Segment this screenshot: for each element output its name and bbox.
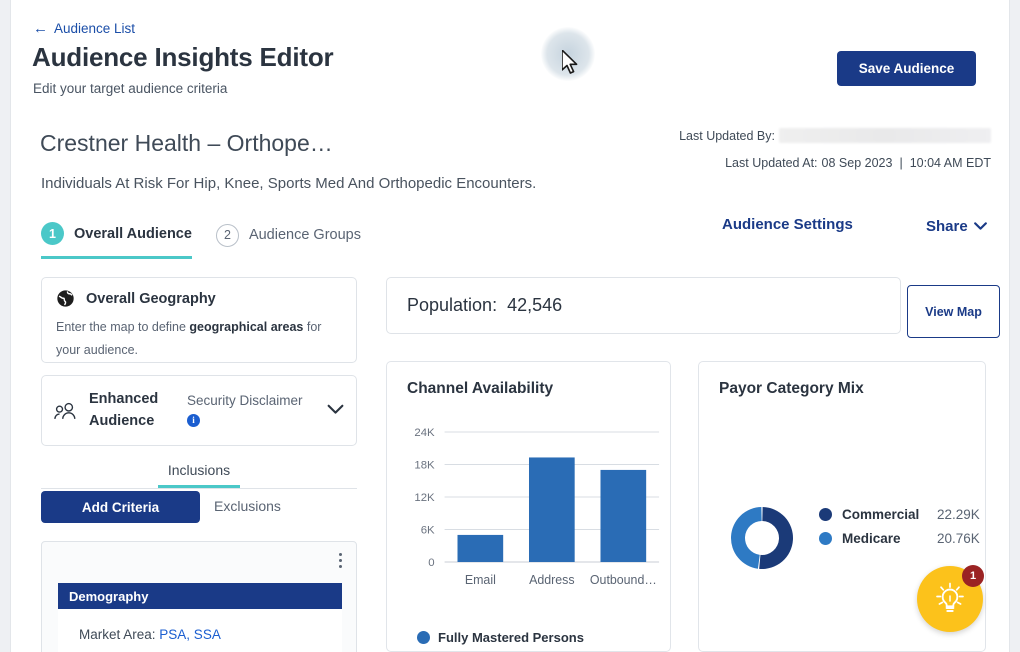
help-badge-count: 1	[962, 565, 984, 587]
payor-category-mix-title: Payor Category Mix	[719, 380, 864, 397]
x-axis-label: Email	[465, 573, 496, 587]
criteria-row-value[interactable]: PSA, SSA	[159, 627, 221, 642]
share-label: Share	[926, 218, 968, 235]
info-icon[interactable]: i	[187, 414, 200, 428]
last-updated-by-value-redacted	[779, 128, 991, 143]
overall-geography-title: Overall Geography	[86, 290, 216, 307]
enhanced-audience-card[interactable]: Enhanced Audience Security Disclaimer i	[41, 375, 357, 446]
y-axis-tick: 12K	[414, 492, 435, 504]
chevron-down-icon	[973, 222, 987, 230]
breadcrumb-audience-list[interactable]: ← Audience List	[33, 21, 135, 36]
criteria-card-header: Demography	[58, 583, 342, 609]
last-updated-at-label: Last Updated At:	[725, 155, 818, 170]
app-window: ← Audience List Audience Insights Editor…	[10, 0, 1010, 652]
legend-item-commercial: Commercial 22.29K	[819, 502, 980, 526]
legend-value-commercial: 22.29K	[937, 506, 980, 522]
enhanced-audience-title: Enhanced Audience	[89, 391, 159, 429]
audience-name: Crestner Health – Orthope…	[40, 130, 333, 156]
tab-inclusions[interactable]: Inclusions	[157, 462, 241, 488]
last-updated-time: 10:04 AM EDT	[909, 155, 991, 170]
kebab-menu-icon[interactable]	[339, 553, 342, 568]
save-audience-button[interactable]: Save Audience	[837, 51, 976, 86]
globe-icon	[57, 290, 74, 307]
donut-slice-commercial[interactable]	[759, 507, 793, 569]
donut-slice-medicare[interactable]	[731, 507, 762, 569]
last-updated-at-value: 08 Sep 2023	[821, 155, 893, 170]
last-updated-at-row: Last Updated At: 08 Sep 2023 | 10:04 AM …	[679, 154, 991, 171]
legend-label-commercial: Commercial	[842, 506, 920, 522]
lightbulb-icon	[936, 582, 964, 612]
share-dropdown[interactable]: Share	[926, 218, 987, 235]
cursor-highlight	[541, 27, 595, 81]
step-tabs: 1 Overall Audience 2 Audience Groups	[41, 222, 361, 259]
population-card: Population: 42,546	[386, 277, 901, 334]
y-axis-tick: 6K	[421, 524, 435, 536]
add-criteria-button[interactable]: Add Criteria	[41, 491, 200, 523]
criteria-card-body: Market Area: PSA, SSA	[58, 609, 342, 652]
criteria-tab-divider	[41, 488, 357, 489]
y-axis-tick: 0	[428, 557, 434, 569]
tab-overall-audience-label: Overall Audience	[74, 225, 192, 242]
x-axis-label: Outbound…	[590, 573, 657, 587]
legend-label-fully-mastered: Fully Mastered Persons	[438, 630, 584, 645]
x-axis-label: Address	[529, 573, 574, 587]
legend-color-dot	[819, 531, 832, 545]
breadcrumb-label: Audience List	[54, 21, 136, 36]
overall-geography-card[interactable]: Overall Geography Enter the map to defin…	[41, 277, 357, 363]
bar-email[interactable]	[457, 534, 504, 562]
step-number-1: 1	[41, 222, 64, 245]
population-value: 42,546	[507, 295, 563, 315]
criteria-tabs: Inclusions	[41, 462, 357, 488]
criteria-row-label: Market Area:	[79, 627, 156, 642]
bar-address[interactable]	[528, 457, 575, 562]
overall-geography-header: Overall Geography	[56, 289, 342, 308]
last-updated-by-row: Last Updated By:	[679, 127, 991, 144]
security-disclaimer[interactable]: Security Disclaimer i	[187, 393, 303, 428]
payor-donut-chart	[731, 507, 793, 569]
legend-label-medicare: Medicare	[842, 530, 901, 546]
legend-color-dot	[417, 631, 430, 644]
geo-text-after: for your audience.	[56, 320, 322, 358]
legend-color-dot	[819, 507, 832, 521]
legend-item-medicare: Medicare 20.76K	[819, 526, 980, 550]
channel-availability-card: Channel Availability 0 6K 12K 18K 24K Email Ad…	[386, 361, 671, 652]
tab-overall-audience[interactable]: 1 Overall Audience	[41, 222, 192, 259]
channel-availability-chart: 0 6K 12K 18K 24K Email Address Outbound…	[414, 427, 660, 587]
legend-value-medicare: 20.76K	[937, 530, 980, 546]
page-title: Audience Insights Editor	[32, 42, 334, 72]
security-disclaimer-label: Security Disclaimer	[187, 393, 303, 409]
page-subtitle: Edit your target audience criteria	[33, 81, 228, 96]
channel-availability-title: Channel Availability	[407, 380, 554, 397]
bar-outbound[interactable]	[600, 469, 647, 562]
last-updated-meta: Last Updated By: Last Updated At: 08 Sep…	[679, 127, 991, 171]
tab-exclusions[interactable]: Exclusions	[214, 498, 281, 514]
last-updated-by-label: Last Updated By:	[679, 128, 775, 143]
y-axis-tick: 24K	[414, 427, 435, 439]
mouse-cursor-icon	[562, 50, 578, 74]
geo-text-before: Enter the map to define	[56, 320, 190, 334]
overall-geography-text: Enter the map to define geographical are…	[56, 316, 342, 362]
audience-description: Individuals At Risk For Hip, Knee, Sport…	[41, 175, 537, 192]
audience-settings-link[interactable]: Audience Settings	[722, 216, 853, 233]
y-axis-tick: 18K	[414, 459, 435, 471]
chevron-down-icon	[327, 404, 344, 414]
criteria-card: Demography Market Area: PSA, SSA	[41, 541, 357, 652]
view-map-button[interactable]: View Map	[907, 285, 1000, 338]
criteria-tab-bar: Inclusions	[41, 462, 357, 489]
arrow-left-icon: ←	[33, 20, 48, 37]
channel-availability-legend: Fully Mastered Persons	[417, 630, 584, 645]
people-icon	[54, 402, 76, 419]
tab-audience-groups[interactable]: 2 Audience Groups	[215, 223, 361, 258]
payor-legend: Commercial 22.29K Medicare 20.76K	[819, 502, 980, 550]
enhanced-audience-expand[interactable]	[327, 402, 344, 420]
population-label: Population:	[407, 295, 498, 315]
meta-separator: |	[899, 155, 903, 170]
tab-audience-groups-label: Audience Groups	[248, 227, 361, 243]
geo-text-bold: geographical areas	[189, 320, 304, 334]
step-number-2: 2	[215, 223, 239, 247]
